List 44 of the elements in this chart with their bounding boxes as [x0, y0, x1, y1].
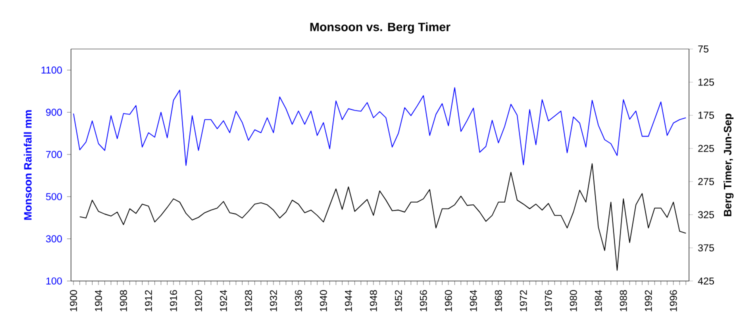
x-tick-label: 1992: [644, 290, 652, 312]
x-tick-label: 1928: [244, 290, 252, 312]
y-axis-title: Monsoon Rainfall mm: [24, 110, 32, 220]
chart-title: Monsoon vs. Berg Timer: [310, 22, 450, 34]
x-tick-label: 1948: [370, 290, 377, 312]
x-tick-label: 1940: [320, 290, 327, 312]
line-series: [79, 163, 686, 271]
y-tick-label: 700: [46, 150, 62, 158]
x-tick-label: 1996: [670, 290, 677, 312]
y2-tick-label: 175: [698, 112, 714, 119]
line-series: [73, 87, 686, 166]
x-tick-label: 1984: [594, 290, 602, 312]
x-tick-label: 1932: [270, 290, 278, 312]
y-tick-label: 300: [46, 235, 62, 242]
y2-axis-title: Berg Timer, Jun-Sep: [724, 114, 734, 216]
x-tick-label: 1972: [520, 290, 527, 312]
y2-tick-label: 275: [698, 178, 714, 186]
x-tick-label: 1960: [444, 290, 452, 312]
x-tick-label: 1956: [420, 290, 427, 312]
x-tick-label: 1904: [94, 290, 102, 312]
y2-tick-label: 325: [698, 211, 714, 218]
y-tick-label: 100: [46, 277, 62, 285]
x-tick-label: 1900: [70, 290, 78, 312]
x-tick-label: 1908: [120, 290, 128, 312]
y2-tick-label: 425: [698, 277, 714, 285]
x-tick-label: 1952: [394, 290, 402, 312]
x-tick-label: 1912: [144, 290, 152, 312]
y-tick-label: 1100: [42, 66, 62, 74]
y2-tick-label: 125: [698, 78, 714, 86]
x-tick-label: 1968: [494, 290, 502, 312]
x-tick-label: 1924: [220, 290, 228, 312]
x-tick-label: 1916: [170, 290, 178, 312]
y-tick-label: 500: [46, 193, 62, 200]
x-tick-label: 1980: [570, 290, 577, 312]
x-tick-label: 1936: [294, 290, 302, 312]
x-tick-label: 1964: [470, 290, 477, 312]
y-tick-label: 900: [46, 108, 62, 116]
x-tick-label: 1976: [544, 290, 552, 312]
x-tick-label: 1944: [344, 290, 352, 312]
y2-tick-label: 75: [698, 46, 708, 53]
x-tick-label: 1988: [620, 290, 627, 312]
x-tick-label: 1920: [194, 290, 202, 312]
y2-tick-label: 375: [698, 244, 714, 252]
y2-tick-label: 225: [698, 144, 714, 152]
